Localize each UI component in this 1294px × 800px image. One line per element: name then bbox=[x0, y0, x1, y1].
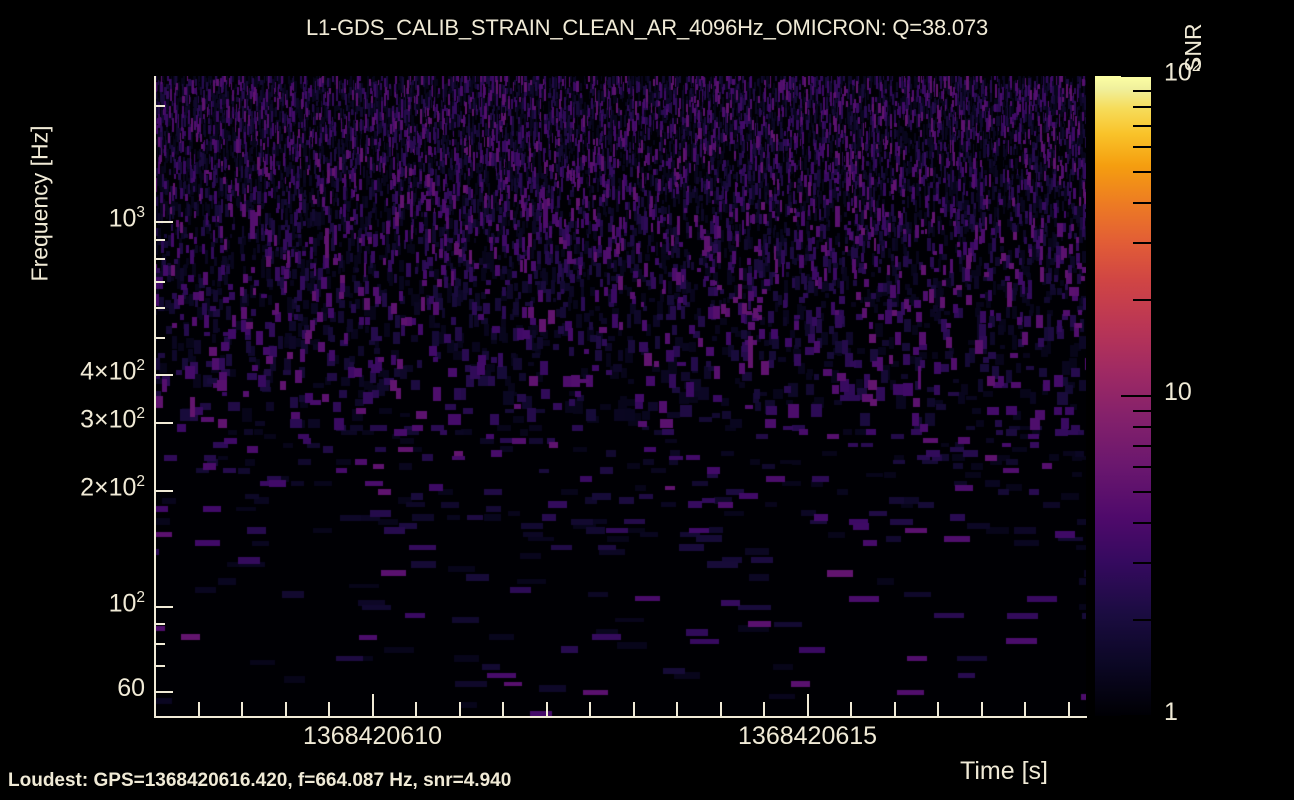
x-tick-1368420616.5 bbox=[937, 702, 940, 716]
y-label-mantissa: 3×10 bbox=[80, 405, 137, 434]
spectrogram-heatmap[interactable] bbox=[155, 76, 1086, 716]
colorbar-tick-2 bbox=[1133, 618, 1151, 621]
x-tick-1368420617.5 bbox=[1024, 702, 1027, 716]
colorbar-tick-90 bbox=[1133, 89, 1151, 92]
colorbar-tick-20 bbox=[1133, 298, 1151, 301]
y-label-mantissa: 10 bbox=[108, 204, 137, 233]
colorbar-label-mantissa: 10 bbox=[1164, 58, 1192, 87]
colorbar-tick-3 bbox=[1133, 562, 1151, 565]
y-label-exponent: 2 bbox=[136, 473, 145, 491]
x-tick-1368420611 bbox=[458, 702, 461, 716]
y-label-exponent: 2 bbox=[136, 357, 145, 375]
y-tick-900 bbox=[156, 238, 165, 241]
colorbar-label-exponent: 2 bbox=[1191, 58, 1201, 75]
y-label-exponent: 2 bbox=[136, 588, 145, 606]
colorbar-tick-8 bbox=[1133, 426, 1151, 428]
x-tick-1368420612.5 bbox=[589, 702, 592, 716]
y-tick-400 bbox=[156, 374, 173, 377]
x-axis-title: Time [s] bbox=[960, 757, 1048, 785]
y-axis-label-200: 2×102 bbox=[5, 473, 145, 502]
colorbar-tick-7 bbox=[1133, 444, 1151, 447]
y-tick-1000 bbox=[156, 221, 173, 224]
y-label-mantissa: 10 bbox=[108, 589, 137, 618]
colorbar-tick-80 bbox=[1133, 106, 1151, 108]
colorbar-tick-9 bbox=[1133, 409, 1151, 412]
x-tick-1368420612 bbox=[545, 702, 548, 716]
y-axis-label-1000: 103 bbox=[5, 204, 145, 233]
y-tick-300 bbox=[156, 422, 173, 425]
y-axis-label-300: 3×102 bbox=[5, 405, 145, 434]
x-tick-1368420618 bbox=[1067, 702, 1070, 716]
loudest-event-status: Loudest: GPS=1368420616.420, f=664.087 H… bbox=[8, 770, 512, 791]
x-tick-1368420615 bbox=[806, 694, 809, 716]
colorbar-tick-4 bbox=[1133, 522, 1151, 525]
y-label-exponent: 2 bbox=[136, 405, 145, 423]
y-tick-100 bbox=[156, 605, 173, 608]
x-tick-1368420610.5 bbox=[415, 702, 418, 716]
x-tick-1368420610 bbox=[371, 694, 374, 716]
y-tick-600 bbox=[156, 306, 165, 309]
colorbar-tick-70 bbox=[1133, 124, 1151, 127]
colorbar-tick-30 bbox=[1133, 242, 1151, 245]
x-tick-1368420608 bbox=[197, 702, 200, 716]
x-tick-1368420617 bbox=[980, 702, 983, 716]
y-tick-200 bbox=[156, 490, 173, 493]
x-tick-1368420608.5 bbox=[241, 702, 243, 716]
colorbar-tick-1 bbox=[1121, 715, 1151, 717]
colorbar-label-100: 102 bbox=[1164, 58, 1200, 87]
x-tick-1368420616 bbox=[893, 702, 896, 716]
axis-frame-left bbox=[154, 76, 156, 718]
colorbar-tick-40 bbox=[1133, 202, 1151, 205]
x-tick-1368420609.5 bbox=[328, 702, 331, 716]
y-label-mantissa: 2×10 bbox=[80, 473, 137, 502]
y-tick-70 bbox=[156, 665, 165, 668]
colorbar-label-1: 1 bbox=[1164, 698, 1178, 727]
axis-frame-bottom bbox=[154, 716, 1087, 718]
y-axis-label-60: 60 bbox=[5, 674, 145, 703]
y-tick-80 bbox=[156, 643, 165, 646]
colorbar-tick-100 bbox=[1121, 75, 1151, 77]
colorbar-label-mantissa: 10 bbox=[1164, 378, 1192, 406]
y-tick-90 bbox=[156, 623, 165, 626]
x-tick-1368420613.5 bbox=[676, 702, 679, 716]
y-label-mantissa: 60 bbox=[117, 674, 145, 703]
colorbar-tick-10 bbox=[1121, 395, 1151, 397]
y-tick-700 bbox=[156, 280, 165, 283]
y-tick-2000 bbox=[156, 105, 165, 108]
colorbar-tick-60 bbox=[1133, 145, 1151, 148]
colorbar-label-10: 10 bbox=[1164, 378, 1192, 407]
y-axis-label-100: 102 bbox=[5, 589, 145, 618]
x-tick-1368420609 bbox=[284, 702, 287, 716]
spectrogram-plot-area[interactable] bbox=[155, 76, 1086, 716]
x-tick-1368420614 bbox=[719, 702, 722, 716]
colorbar-tick-6 bbox=[1133, 465, 1151, 468]
x-tick-1368420611.5 bbox=[502, 702, 505, 716]
colorbar-tick-5 bbox=[1133, 491, 1151, 494]
y-axis-label-400: 4×102 bbox=[5, 357, 145, 386]
x-axis-label-1368420615: 1368420615 bbox=[738, 722, 878, 750]
colorbar-tick-50 bbox=[1133, 171, 1151, 174]
y-tick-800 bbox=[156, 258, 165, 261]
colorbar-label-mantissa: 1 bbox=[1164, 698, 1178, 726]
x-tick-1368420614.5 bbox=[763, 702, 766, 716]
page-title: L1-GDS_CALIB_STRAIN_CLEAN_AR_4096Hz_OMIC… bbox=[305, 15, 989, 40]
y-label-exponent: 3 bbox=[136, 204, 145, 222]
x-tick-1368420607.5 bbox=[154, 702, 156, 716]
x-tick-1368420613 bbox=[632, 702, 635, 716]
x-tick-1368420615.5 bbox=[850, 702, 853, 716]
y-tick-60 bbox=[156, 691, 173, 694]
x-axis-label-1368420610: 1368420610 bbox=[302, 722, 443, 750]
y-tick-500 bbox=[156, 336, 165, 339]
y-label-mantissa: 4×10 bbox=[80, 357, 137, 386]
